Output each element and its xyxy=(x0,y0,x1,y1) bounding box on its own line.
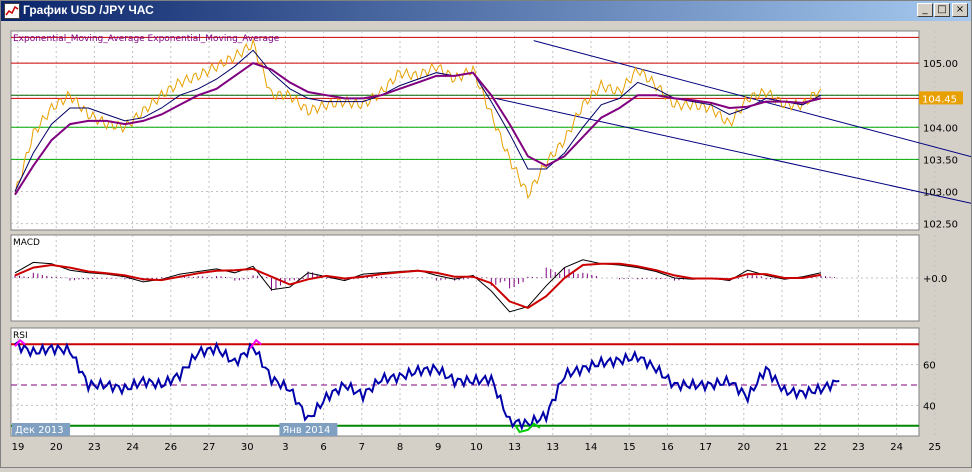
close-button[interactable]: × xyxy=(952,3,968,17)
x-tick-label: 20 xyxy=(50,442,63,453)
x-tick-label: 13 xyxy=(508,442,521,453)
x-tick-label: 16 xyxy=(661,442,674,453)
price-tick-label: 103.50 xyxy=(923,155,958,166)
channel-line xyxy=(533,40,972,158)
price-panel-title: Exponential_Moving_Average Exponential_M… xyxy=(13,34,280,44)
x-tick-label: 26 xyxy=(164,442,177,453)
price-tick-label: 102.50 xyxy=(923,220,958,231)
ema-series-line xyxy=(14,61,822,196)
x-tick-label: 17 xyxy=(699,442,712,453)
maximize-button[interactable]: □ xyxy=(934,3,950,17)
x-tick-label: 7 xyxy=(359,442,365,453)
x-tick-label: 20 xyxy=(737,442,750,453)
x-tick-label: 30 xyxy=(241,442,254,453)
x-tick-label: 8 xyxy=(397,442,403,453)
x-tick-label: 27 xyxy=(203,442,216,453)
month-label-box xyxy=(279,423,338,436)
rsi-tick-label: 40 xyxy=(923,401,936,412)
macd-panel-title: MACD xyxy=(13,238,40,248)
rsi-overbought-segment xyxy=(14,338,26,347)
rsi-line xyxy=(14,340,840,432)
month-label-box xyxy=(12,423,70,436)
x-tick-label: 10 xyxy=(470,442,483,453)
rsi-oversold-segment xyxy=(514,422,541,434)
x-tick-label: 23 xyxy=(88,442,101,453)
price-plot-area xyxy=(10,30,920,231)
x-tick-label: 15 xyxy=(623,442,636,453)
current-price-label: 104.45 xyxy=(922,94,957,105)
x-tick-label: 23 xyxy=(852,442,865,453)
minimize-button[interactable]: _ xyxy=(917,3,933,17)
x-tick-label: 6 xyxy=(320,442,326,453)
x-axis: Дек 2013 Янв 2014 19 20 23 24 26 27 30 3 6 7 8 9 10 13 1… xyxy=(12,423,941,453)
x-tick-label: 19 xyxy=(12,442,25,453)
rsi-panel[interactable]: 60 40 RSI xyxy=(10,327,936,437)
x-tick-label: 14 xyxy=(585,442,598,453)
x-tick-label: 24 xyxy=(890,442,903,453)
price-tick-label: 105.00 xyxy=(923,59,958,70)
x-tick-label: 13 xyxy=(546,442,559,453)
month-label: Янв 2014 xyxy=(282,425,330,436)
x-tick-label: 3 xyxy=(282,442,288,453)
price-tick-label: 103.00 xyxy=(923,187,958,198)
x-tick-label: 25 xyxy=(928,442,941,453)
rsi-tick-label: 60 xyxy=(923,361,936,372)
window-title: График USD /JPY ЧАС xyxy=(23,3,154,17)
price-tick-label: 104.00 xyxy=(923,123,958,134)
macd-zero-tick: +0.0 xyxy=(923,274,947,285)
macd-signal-line xyxy=(14,262,822,310)
rsi-panel-title: RSI xyxy=(13,331,28,341)
x-tick-label: 9 xyxy=(435,442,441,453)
macd-panel[interactable]: MACD +0.0 xyxy=(10,234,947,322)
title-bar[interactable]: График USD /JPY ЧАС _ □ × xyxy=(1,1,971,21)
chart-icon xyxy=(4,3,20,19)
x-tick-label: 22 xyxy=(814,442,827,453)
x-tick-label: 24 xyxy=(126,442,139,453)
rsi-overbought-segment xyxy=(249,338,262,349)
month-label: Дек 2013 xyxy=(15,425,64,436)
x-tick-label: 21 xyxy=(776,442,789,453)
current-price-marker xyxy=(919,91,963,105)
